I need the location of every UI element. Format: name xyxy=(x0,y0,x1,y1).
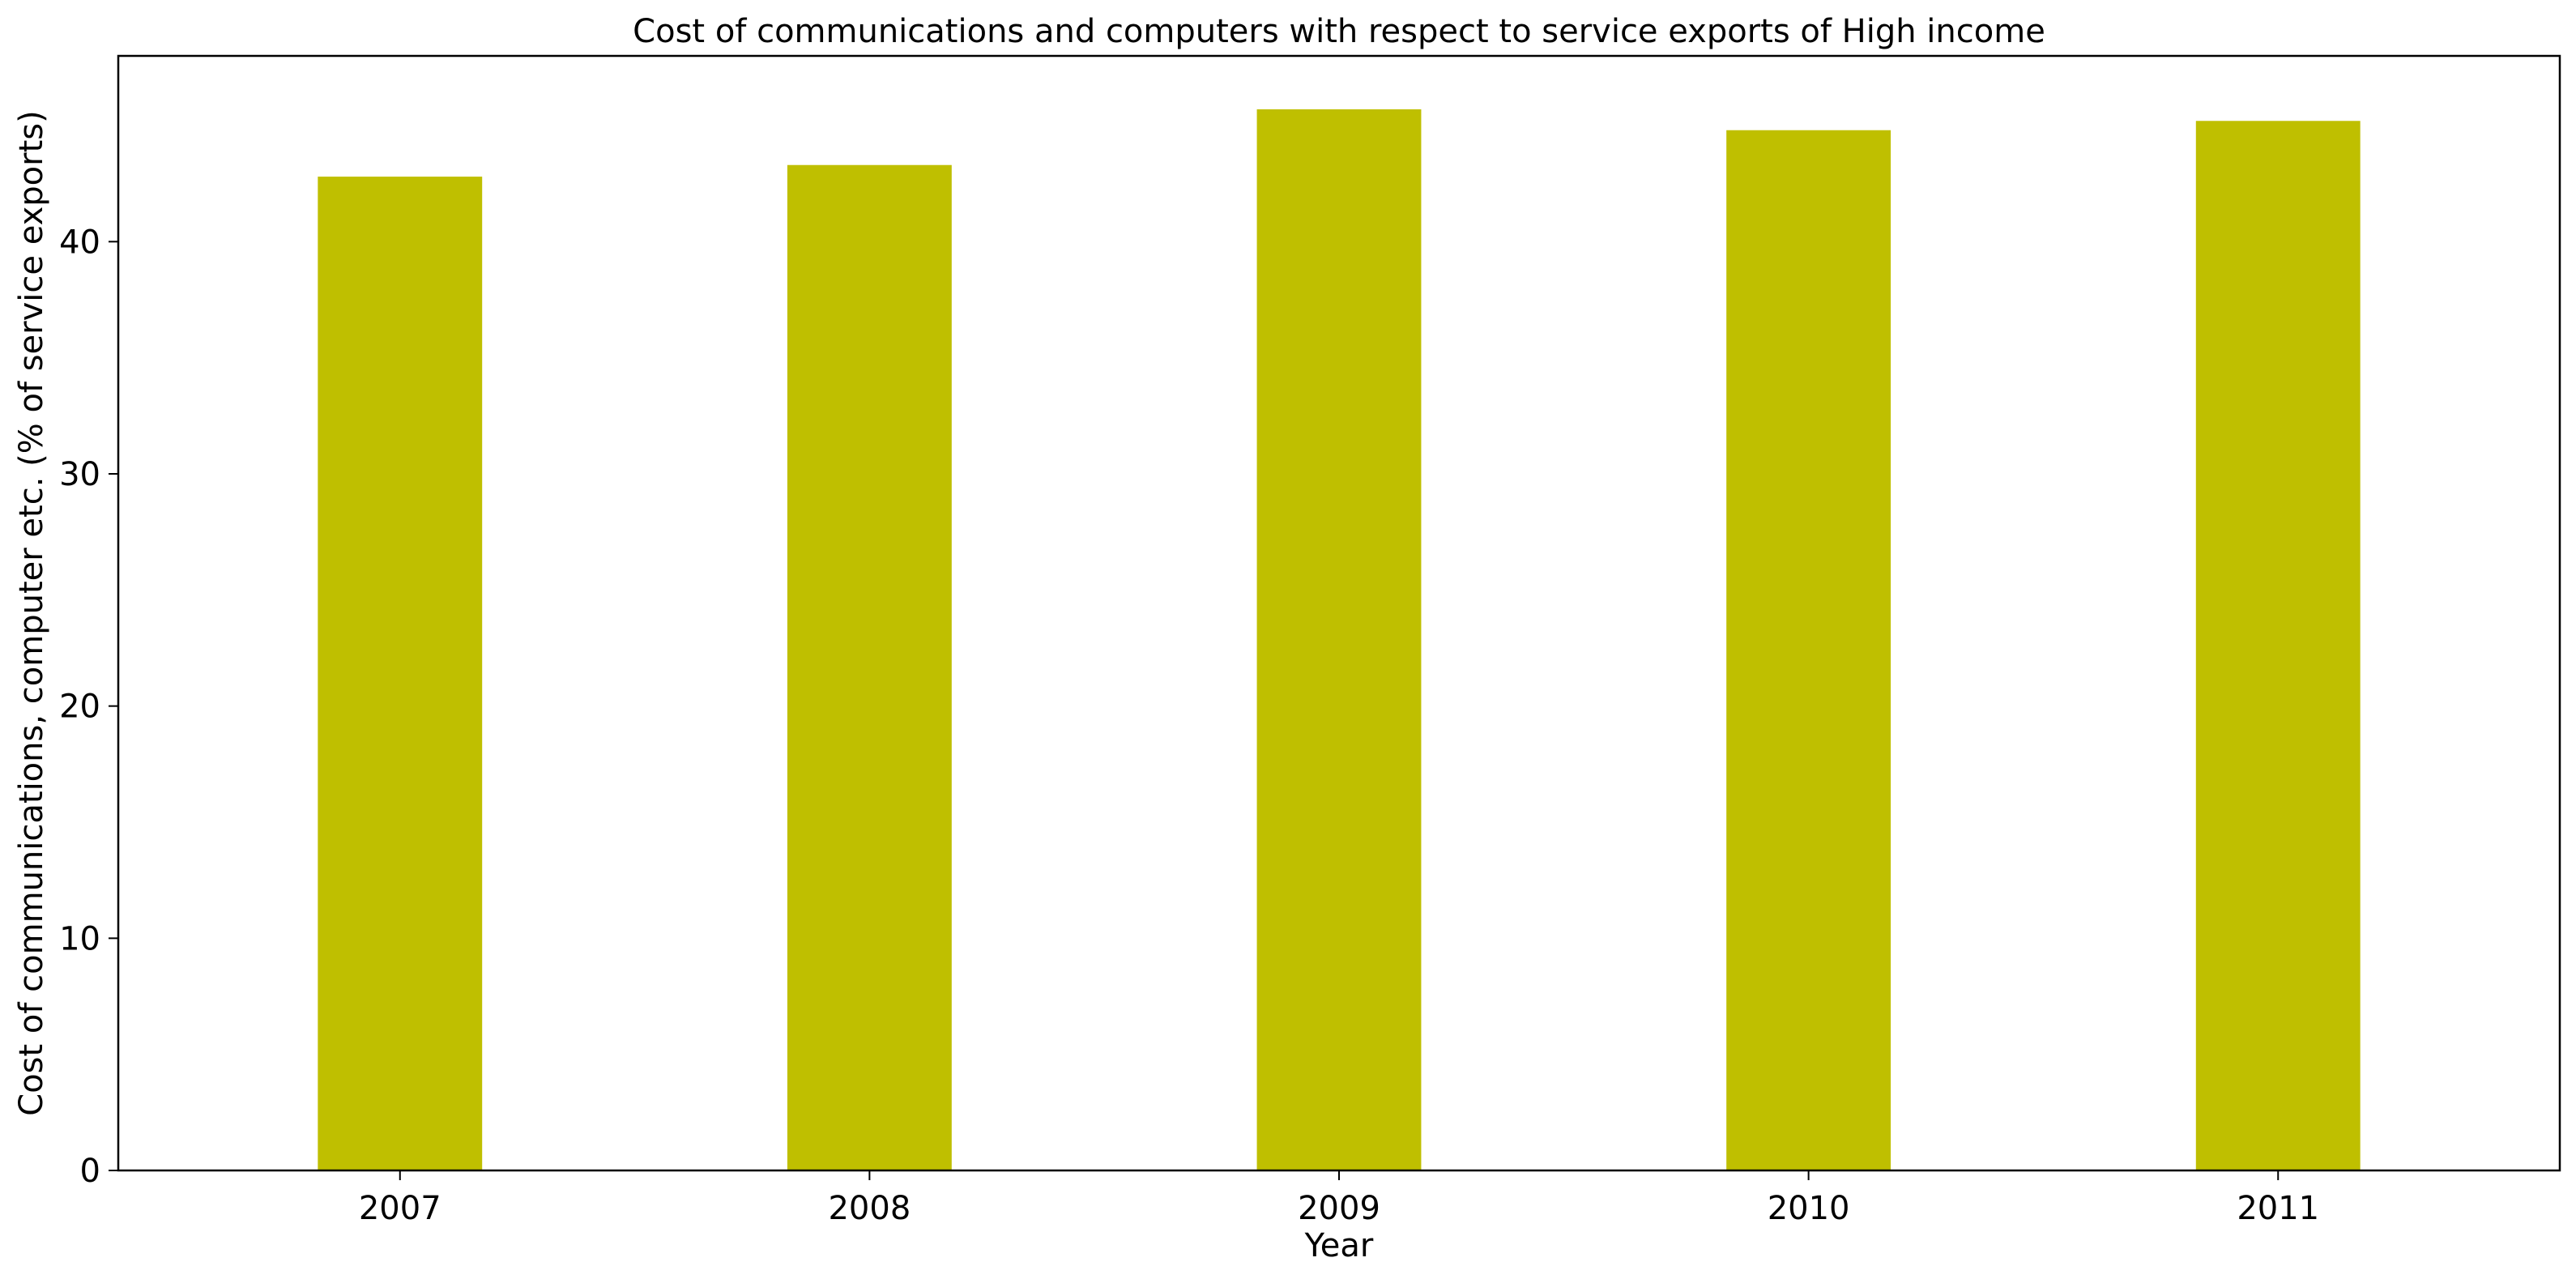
y-axis-label: Cost of communications, computer etc. (%… xyxy=(13,110,50,1115)
bar-2008 xyxy=(787,164,952,1170)
y-tick-label: 10 xyxy=(59,920,100,957)
bar-2009 xyxy=(1256,109,1422,1170)
bars-group xyxy=(318,109,2361,1171)
bar-2011 xyxy=(2195,121,2361,1171)
bar-2007 xyxy=(318,177,483,1171)
bar-2010 xyxy=(1726,130,1891,1170)
y-tick-label: 30 xyxy=(59,456,100,493)
x-tick-label-2011: 2011 xyxy=(2237,1190,2319,1227)
x-tick-label-2007: 2007 xyxy=(359,1190,441,1227)
plot-frame xyxy=(117,54,2561,1172)
chart-title: Cost of communications and computers wit… xyxy=(633,13,2045,50)
y-axis-ticks: 0 10 20 30 40 xyxy=(59,224,118,1190)
x-axis-ticks: 2007 2008 2009 2010 2011 xyxy=(359,1170,2319,1227)
y-tick-label: 0 xyxy=(80,1153,100,1190)
x-axis-label: Year xyxy=(1304,1227,1374,1264)
y-tick-label: 20 xyxy=(59,689,100,726)
x-tick-label-2009: 2009 xyxy=(1298,1190,1380,1227)
x-tick-label-2010: 2010 xyxy=(1768,1190,1850,1227)
x-tick-label-2008: 2008 xyxy=(828,1190,911,1227)
y-tick-label: 40 xyxy=(59,224,100,261)
